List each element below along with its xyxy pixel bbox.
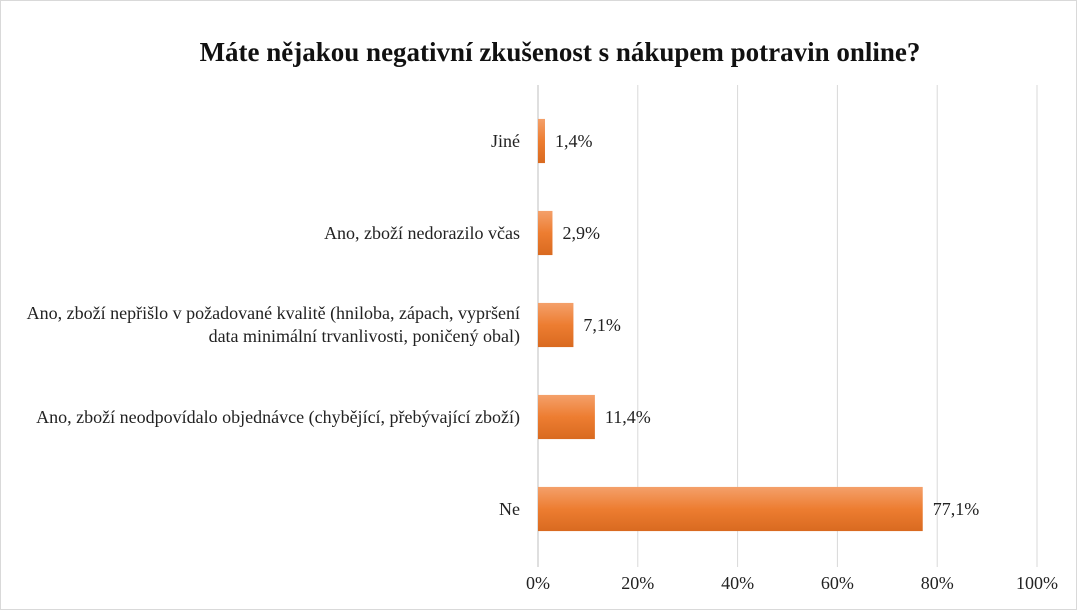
data-label: 1,4% bbox=[554, 130, 593, 151]
y-tick-label: Ano, zboží nedorazilo včas bbox=[324, 222, 520, 243]
y-tick-label: Ano, zboží neodpovídalo objednávce (chyb… bbox=[36, 406, 520, 427]
y-tick-label: Ano, zboží nepřišlo v požadované kvalitě… bbox=[26, 303, 520, 346]
x-tick-label: 20% bbox=[621, 573, 655, 593]
y-tick-label: Ne bbox=[499, 498, 520, 519]
bar bbox=[538, 486, 923, 532]
chart-title: Máte nějakou negativní zkušenost s nákup… bbox=[199, 37, 921, 67]
x-tick-label: 40% bbox=[721, 573, 755, 593]
x-tick-label: 80% bbox=[920, 573, 954, 593]
y-tick-label: Jiné bbox=[491, 130, 520, 151]
bar bbox=[538, 394, 595, 440]
bar bbox=[538, 118, 545, 164]
bar bbox=[538, 302, 574, 348]
x-tick-label: 60% bbox=[820, 573, 854, 593]
data-label: 7,1% bbox=[583, 314, 621, 335]
x-tick-label: 0% bbox=[526, 573, 550, 593]
data-label: 11,4% bbox=[604, 406, 651, 427]
bar bbox=[538, 210, 553, 256]
data-label: 2,9% bbox=[562, 222, 600, 243]
data-label: 77,1% bbox=[932, 498, 980, 519]
x-tick-label: 100% bbox=[1016, 573, 1058, 593]
